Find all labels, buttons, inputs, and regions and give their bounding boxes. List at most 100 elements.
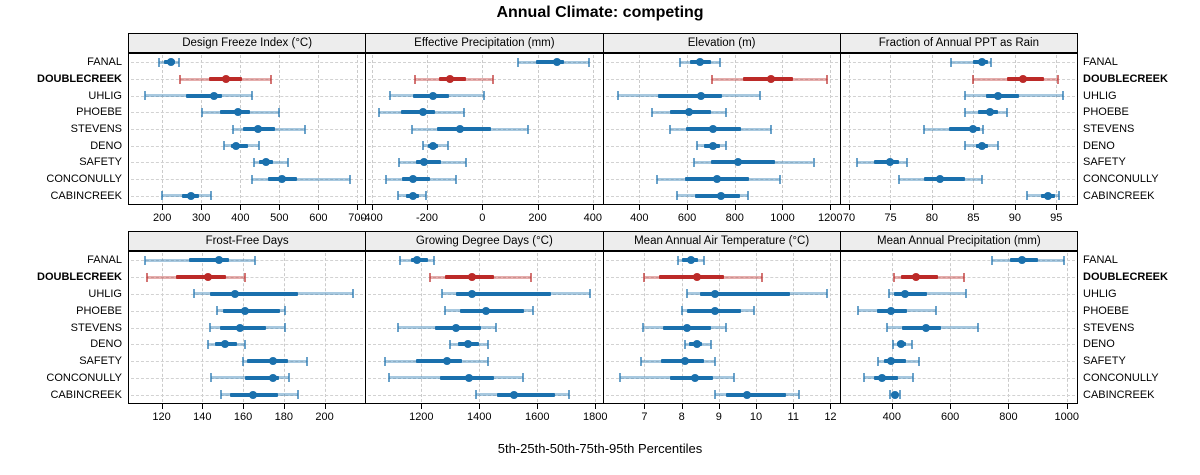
site-label-right: DENO	[1083, 338, 1115, 351]
median-dot	[249, 390, 258, 399]
median-dot	[235, 323, 244, 332]
median-dot	[233, 108, 242, 117]
median-dot	[510, 390, 519, 399]
whisker-cap-5th	[384, 356, 387, 366]
whisker-cap-5th	[398, 157, 401, 167]
axis-tick-label: 0	[479, 212, 486, 224]
median-dot	[481, 306, 490, 315]
whisker-cap-5th	[964, 91, 967, 101]
axis-tick	[324, 404, 326, 409]
whisker-cap-95th	[976, 323, 979, 332]
hgridline	[842, 377, 1075, 379]
axis-tick-label: 160	[233, 411, 253, 423]
axis-tick-label: 80	[925, 212, 939, 224]
panel-strip-title: Elevation (m)	[687, 37, 756, 49]
panel-plot	[602, 251, 841, 404]
whisker-cap-5th	[207, 339, 210, 349]
median-dot	[222, 75, 231, 83]
whisker-cap-5th	[696, 141, 699, 151]
hgridline	[605, 377, 838, 379]
whisker-cap-95th	[725, 323, 728, 332]
axis-tick-label: 400	[882, 411, 901, 423]
whisker-cap-95th	[244, 339, 247, 349]
median-dot	[220, 340, 229, 349]
median-dot	[877, 373, 886, 382]
percentile-bar-25-75	[456, 291, 551, 296]
hgridline	[131, 79, 364, 80]
panel-strip: Growing Degree Days (°C)	[365, 231, 604, 251]
percentile-bar-25-75	[659, 275, 725, 280]
hgridline	[842, 79, 1075, 80]
median-dot	[468, 289, 477, 298]
axis-tick-label: 12	[824, 411, 837, 423]
hgridline	[368, 112, 601, 114]
whisker-cap-95th	[297, 390, 300, 400]
hgridline	[605, 95, 838, 97]
median-dot	[409, 175, 418, 183]
site-label-right: CABINCREEK	[1083, 189, 1155, 202]
axis-tick	[243, 404, 245, 409]
whisker-cap-5th	[179, 74, 182, 84]
axis-tick	[371, 205, 373, 210]
median-dot	[887, 357, 896, 366]
axis-tick-label: 180	[274, 411, 293, 423]
median-dot	[766, 75, 775, 83]
site-label-right: PHOEBE	[1083, 304, 1129, 317]
panel-strip: Design Freeze Index (°C)	[128, 33, 367, 53]
whisker-cap-5th	[616, 91, 619, 101]
whisker-cap-95th	[911, 373, 914, 383]
site-label-left: CABINCREEK	[50, 189, 122, 202]
whisker-cap-5th	[231, 124, 234, 134]
axis-tick	[1066, 404, 1068, 409]
whisker-cap-95th	[349, 174, 352, 184]
axis-tick-label: 400	[231, 212, 250, 224]
whisker-cap-5th	[692, 157, 695, 167]
axis-tick	[479, 404, 481, 409]
percentile-bar-25-75	[873, 160, 899, 165]
whisker-cap-95th	[283, 306, 286, 316]
axis-tick	[279, 205, 281, 210]
panel-plot	[602, 53, 841, 205]
panel-plot	[365, 53, 604, 205]
axis-tick	[595, 404, 597, 409]
whisker-cap-5th	[643, 272, 646, 282]
whisker-cap-95th	[1061, 91, 1064, 101]
axis-tick	[756, 404, 758, 409]
whisker-cap-5th	[377, 107, 380, 117]
median-dot	[429, 91, 438, 100]
site-label-right: DENO	[1083, 139, 1115, 152]
whisker-cap-95th	[997, 141, 1000, 151]
axis-tick-label: 800	[725, 212, 744, 224]
axis-tick	[1056, 205, 1058, 210]
median-dot	[428, 141, 437, 150]
axis-tick	[681, 404, 683, 409]
panel-plot	[839, 251, 1078, 404]
median-dot	[716, 191, 725, 200]
axis-tick	[1008, 404, 1010, 409]
whisker-cap-95th	[982, 124, 985, 134]
median-dot	[711, 306, 720, 315]
axis-tick-label: 95	[1050, 212, 1063, 224]
median-dot	[692, 273, 701, 282]
axis-tick	[891, 404, 893, 409]
axis-tick-label: 200	[315, 411, 334, 423]
hgridline	[368, 260, 601, 262]
axis-tick-label: 1000	[1054, 411, 1080, 423]
whisker-cap-95th	[283, 323, 286, 332]
site-label-left: CABINCREEK	[50, 388, 122, 401]
hgridline	[605, 145, 838, 147]
median-dot	[891, 390, 899, 399]
site-label-right: PHOEBE	[1083, 106, 1129, 119]
axis-tick-label: 1600	[525, 411, 550, 423]
whisker-cap-5th	[449, 339, 452, 349]
whisker-cap-95th	[1005, 107, 1008, 117]
percentile-bar-25-75	[175, 275, 226, 280]
panel-plot	[365, 251, 604, 404]
panel-strip-title: Mean Annual Air Temperature (°C)	[634, 235, 810, 247]
axis-tick	[537, 404, 539, 409]
panel-strip-title: Mean Annual Precipitation (mm)	[877, 235, 1041, 247]
whisker-cap-5th	[680, 306, 683, 316]
whisker-cap-95th	[278, 107, 281, 117]
median-dot	[465, 373, 474, 382]
axis-tick-label: 600	[309, 212, 328, 224]
